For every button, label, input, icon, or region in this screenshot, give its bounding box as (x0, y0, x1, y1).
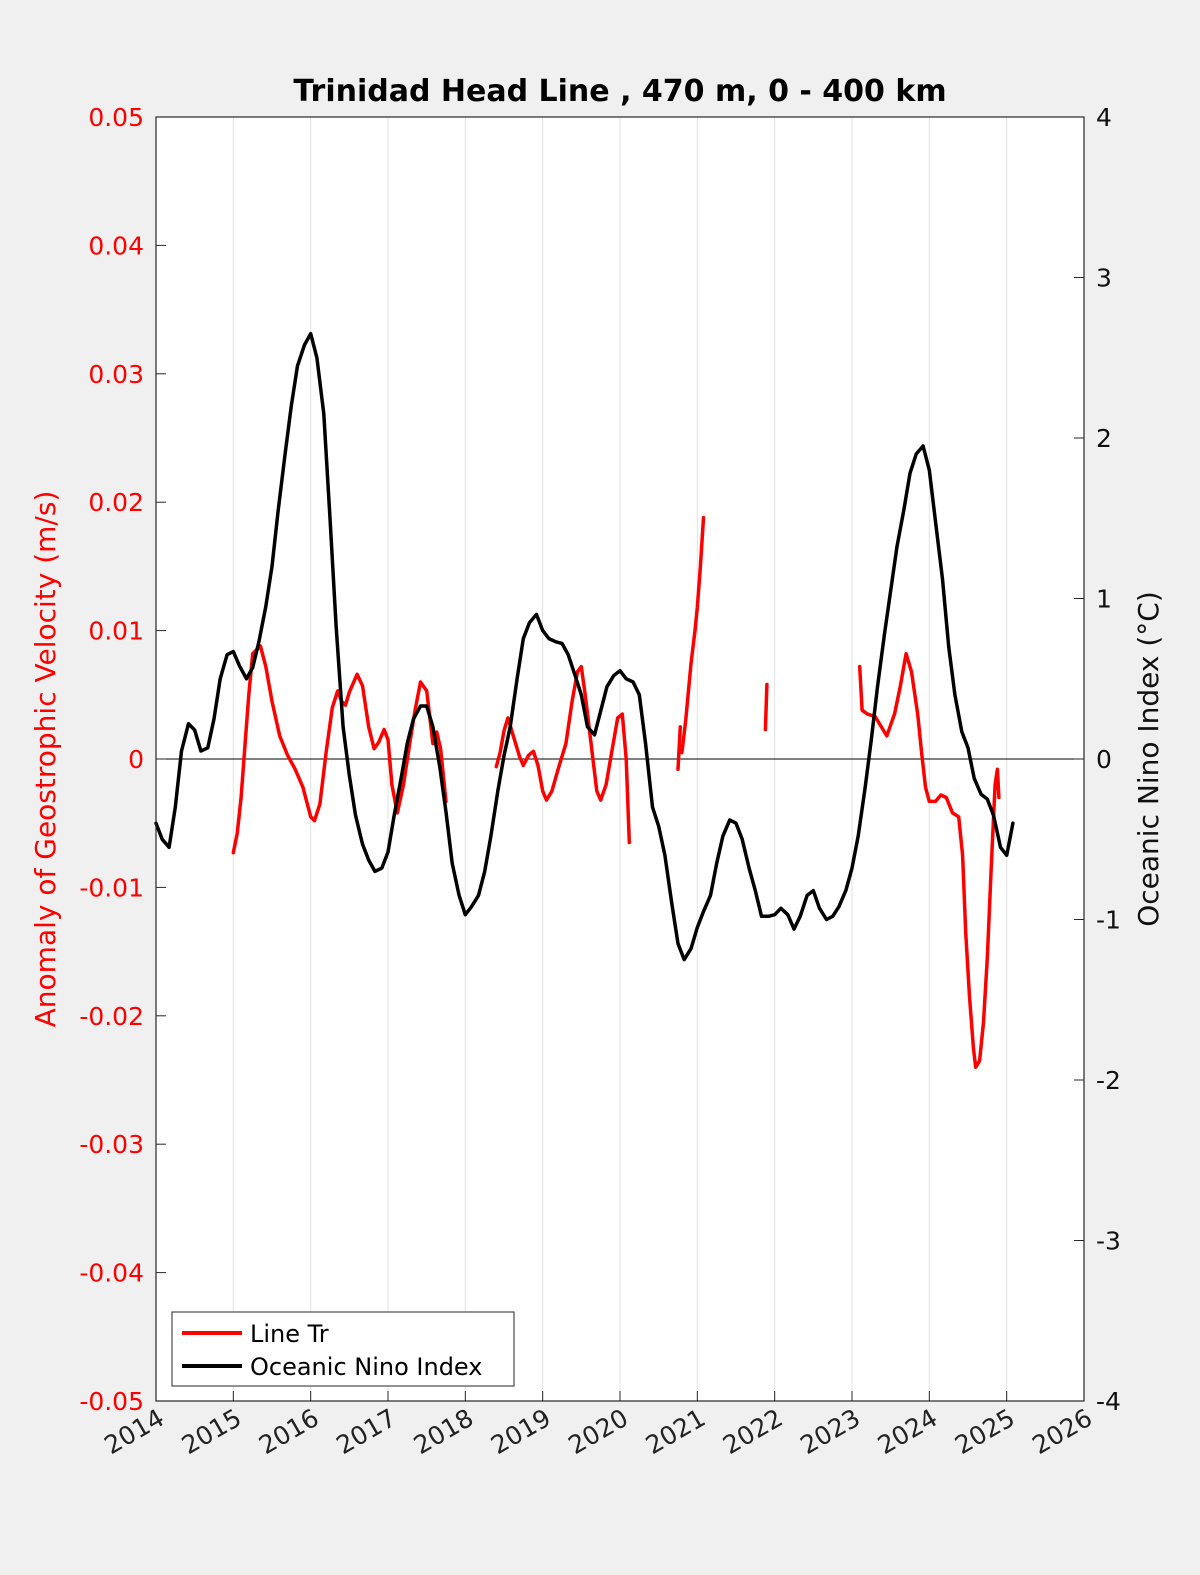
y-right-tick-label: 0 (1096, 745, 1112, 774)
x-tick-label: 2022 (718, 1403, 788, 1460)
legend-label-line-tr: Line Tr (250, 1320, 329, 1348)
y-left-tick-label: -0.04 (79, 1259, 144, 1288)
x-tick-label: 2015 (177, 1403, 247, 1460)
series-oni-line (154, 331, 1015, 962)
x-tick-label: 2026 (1027, 1403, 1097, 1460)
y-axis-left-label: Anomaly of Geostrophic Velocity (m/s) (29, 491, 62, 1028)
x-tick-label: 2017 (331, 1403, 401, 1460)
y-right-tick-label: -2 (1096, 1066, 1121, 1095)
legend-label-oni: Oceanic Nino Index (250, 1353, 482, 1381)
series-line-tr-segment (763, 682, 769, 732)
series-line-tr-segment (494, 664, 632, 845)
y-left-tick-label: 0.05 (88, 103, 144, 132)
y-left-tick-label: 0 (128, 745, 144, 774)
y-left-tick-label: -0.03 (79, 1130, 144, 1159)
x-tick-label: 2018 (409, 1403, 479, 1460)
y-left-tick-label: -0.02 (79, 1002, 144, 1031)
y-right-tick-label: -3 (1096, 1227, 1121, 1256)
y-right-tick-label: -4 (1096, 1387, 1121, 1416)
y-left-tick-label: -0.01 (79, 873, 144, 902)
y-left-tick-label: 0.01 (88, 617, 144, 646)
series-line-tr-segment (676, 725, 683, 772)
x-tick-label: 2023 (795, 1403, 865, 1460)
y-right-tick-label: 3 (1096, 264, 1112, 293)
y-left-tick-label: -0.05 (79, 1387, 144, 1416)
series-layer (154, 331, 1015, 1069)
y-left-tick-label: 0.04 (88, 231, 144, 260)
x-tick-label: 2024 (873, 1403, 943, 1460)
series-line-tr-segment (680, 515, 706, 755)
x-tick-label: 2020 (563, 1403, 633, 1460)
series-line-tr-segment (857, 651, 1001, 1069)
y-axis-right-label: Oceanic Nino Index (°C) (1132, 591, 1165, 927)
y-right-tick-label: -1 (1096, 906, 1121, 935)
y-left-tick-label: 0.03 (88, 360, 144, 389)
x-tick-label: 2019 (486, 1403, 556, 1460)
x-tick-label: 2016 (254, 1403, 324, 1460)
y-right-tick-label: 4 (1096, 103, 1112, 132)
x-tick-label: 2025 (950, 1403, 1020, 1460)
chart-title: Trinidad Head Line , 470 m, 0 - 400 km (293, 74, 946, 109)
y-left-tick-label: 0.02 (88, 488, 144, 517)
y-right-tick-label: 2 (1096, 424, 1112, 453)
legend-box (171, 1311, 515, 1387)
x-tick-label: 2021 (641, 1403, 711, 1460)
y-right-tick-label: 1 (1096, 585, 1112, 614)
legend: Line Tr Oceanic Nino Index (171, 1311, 515, 1387)
